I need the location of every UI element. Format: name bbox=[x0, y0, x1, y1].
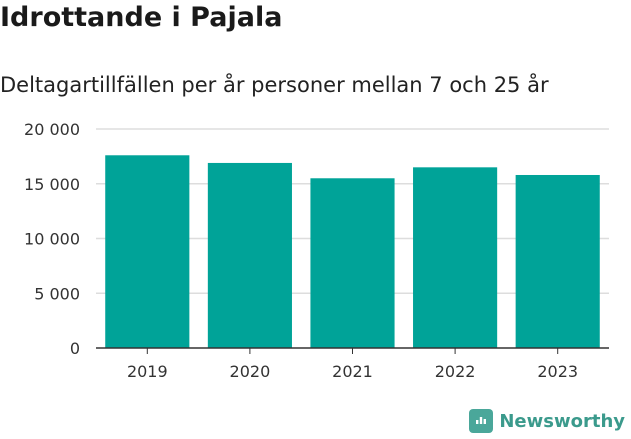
brand-name: Newsworthy bbox=[499, 410, 625, 432]
x-tick-label: 2021 bbox=[332, 362, 373, 381]
bar-chart: 0 5 000 10 000 15 000 20 000 2019 2020 2021 2022… bbox=[24, 120, 609, 381]
bar-2020 bbox=[207, 162, 292, 348]
y-tick-label: 10 000 bbox=[24, 230, 80, 249]
y-tick-label: 0 bbox=[70, 339, 80, 358]
bar-2019 bbox=[105, 155, 190, 348]
y-tick-label: 20 000 bbox=[24, 120, 80, 139]
x-tick-label: 2020 bbox=[230, 362, 271, 381]
bar-2022 bbox=[413, 167, 498, 348]
newsworthy-logo-icon bbox=[469, 409, 494, 433]
x-tick-label: 2022 bbox=[435, 362, 476, 381]
y-tick-label: 15 000 bbox=[24, 175, 80, 194]
brand-logo: Newsworthy bbox=[469, 409, 625, 433]
x-tick-label: 2019 bbox=[127, 362, 168, 381]
bar-2023 bbox=[515, 174, 600, 348]
x-tick-label: 2023 bbox=[537, 362, 578, 381]
chart-subtitle: Deltagartillfällen per år personer mella… bbox=[0, 73, 549, 97]
y-tick-label: 5 000 bbox=[34, 284, 80, 303]
bar-2021 bbox=[310, 178, 395, 348]
chart-title: Idrottande i Pajala bbox=[0, 2, 283, 33]
